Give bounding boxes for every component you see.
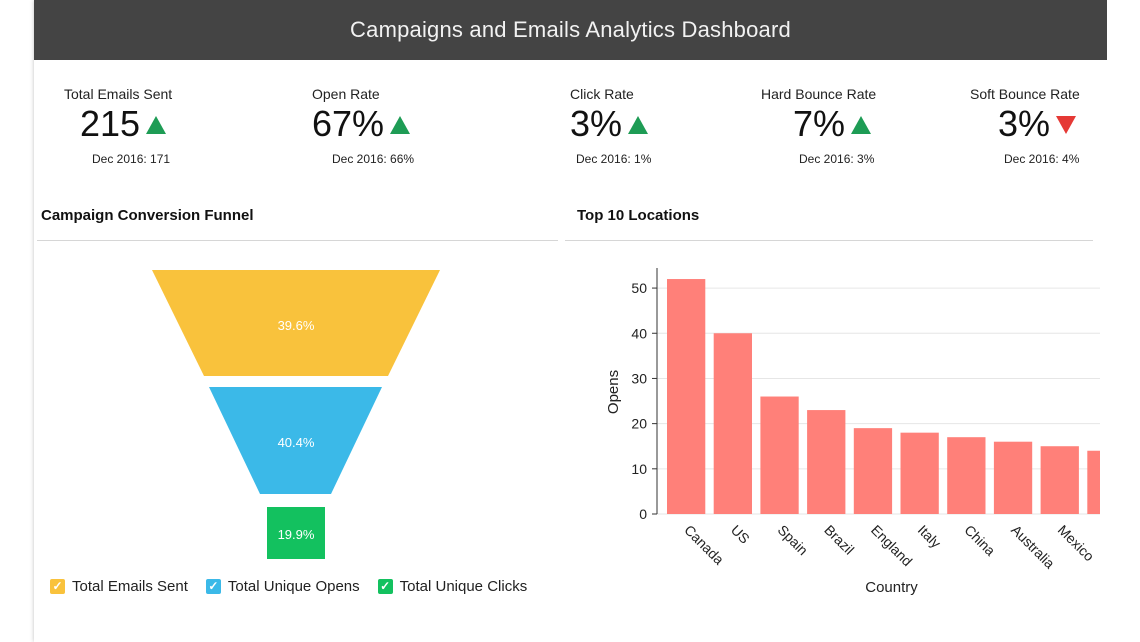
y-tick-label: 0 bbox=[639, 506, 647, 522]
kpi-label: Click Rate bbox=[570, 86, 634, 102]
checkbox-icon[interactable]: ✓ bbox=[377, 579, 393, 594]
bar bbox=[713, 333, 752, 514]
x-tick-label: China bbox=[961, 522, 998, 559]
y-tick-label: 10 bbox=[631, 461, 647, 477]
trend-down-icon bbox=[1056, 116, 1077, 134]
conversion-funnel: 39.6% 40.4% 19.9% bbox=[152, 270, 440, 559]
funnel-stage-label: 39.6% bbox=[278, 318, 315, 333]
y-axis-title: Opens bbox=[605, 370, 622, 414]
bar bbox=[667, 279, 706, 514]
legend-item-unique-opens[interactable]: ✓ Total Unique Opens bbox=[205, 578, 360, 595]
checkbox-icon[interactable]: ✓ bbox=[205, 579, 221, 594]
funnel-legend: ✓ Total Emails Sent ✓ Total Unique Opens… bbox=[50, 578, 527, 595]
kpi-value: 7% bbox=[793, 103, 846, 144]
kpi-hard-bounce-rate: Hard Bounce Rate 7% Dec 2016: 3% bbox=[761, 86, 901, 166]
funnel-title: Campaign Conversion Funnel bbox=[41, 207, 254, 224]
bar bbox=[853, 428, 893, 514]
bar bbox=[900, 432, 939, 514]
x-tick-label: Canada bbox=[681, 522, 727, 568]
top-locations-bar-chart: 0 10 20 30 40 50 Canada US Spain Brazil England Ita… bbox=[605, 268, 1100, 596]
kpi-value: 3% bbox=[570, 103, 623, 144]
page-margin bbox=[1107, 0, 1140, 642]
x-tick-label: Mexico bbox=[1055, 522, 1098, 565]
kpi-previous: Dec 2016: 66% bbox=[332, 152, 415, 166]
dashboard-title: Campaigns and Emails Analytics Dashboard bbox=[350, 17, 791, 42]
locations-divider bbox=[565, 240, 1093, 241]
trend-up-icon bbox=[390, 116, 411, 134]
x-tick-label: Spain bbox=[775, 522, 812, 559]
kpi-previous: Dec 2016: 4% bbox=[1004, 152, 1080, 166]
bar bbox=[947, 437, 986, 514]
y-tick-label: 50 bbox=[631, 280, 647, 296]
dashboard-header: Campaigns and Emails Analytics Dashboard bbox=[34, 0, 1107, 60]
funnel-stage-clicks bbox=[267, 507, 325, 559]
funnel-stage-label: 40.4% bbox=[278, 435, 315, 450]
x-tick-label: Brazil bbox=[821, 522, 857, 558]
legend-label: Total Unique Opens bbox=[227, 578, 360, 595]
x-tick-label: Italy bbox=[915, 522, 944, 551]
dashboard-panel: Campaigns and Emails Analytics Dashboard… bbox=[34, 0, 1107, 642]
bar bbox=[807, 410, 846, 514]
x-axis-title: Country bbox=[865, 579, 918, 596]
x-tick-label: Australia bbox=[1008, 522, 1058, 572]
locations-title: Top 10 Locations bbox=[577, 207, 700, 224]
kpi-previous: Dec 2016: 3% bbox=[799, 152, 875, 166]
legend-label: Total Unique Clicks bbox=[399, 578, 528, 595]
bar bbox=[760, 396, 799, 514]
y-tick-label: 30 bbox=[631, 370, 647, 386]
kpi-previous: Dec 2016: 1% bbox=[576, 152, 652, 166]
legend-label: Total Emails Sent bbox=[72, 578, 188, 595]
bar bbox=[993, 441, 1033, 514]
trend-up-icon bbox=[146, 116, 167, 134]
kpi-label: Open Rate bbox=[312, 86, 380, 102]
y-tick-label: 40 bbox=[631, 325, 647, 341]
trend-up-icon bbox=[628, 116, 649, 134]
kpi-value: 67% bbox=[312, 103, 385, 144]
kpi-value: 3% bbox=[998, 103, 1051, 144]
kpi-previous: Dec 2016: 171 bbox=[92, 152, 171, 166]
bar bbox=[1087, 450, 1100, 514]
funnel-divider bbox=[37, 240, 558, 241]
legend-item-unique-clicks[interactable]: ✓ Total Unique Clicks bbox=[377, 578, 528, 595]
kpi-soft-bounce-rate: Soft Bounce Rate 3% Dec 2016: 4% bbox=[970, 86, 1100, 166]
checkbox-icon[interactable]: ✓ bbox=[50, 579, 65, 594]
kpi-total-emails-sent: Total Emails Sent 215 Dec 2016: 171 bbox=[64, 86, 224, 166]
kpi-label: Total Emails Sent bbox=[64, 86, 173, 102]
x-tick-label: US bbox=[728, 522, 753, 547]
funnel-stage-opens bbox=[209, 387, 382, 494]
bar bbox=[1040, 446, 1079, 514]
funnel-stage-label: 19.9% bbox=[278, 527, 315, 542]
legend-item-emails-sent[interactable]: ✓ Total Emails Sent bbox=[50, 578, 188, 595]
y-tick-label: 20 bbox=[631, 416, 647, 432]
kpi-value: 215 bbox=[80, 103, 141, 144]
kpi-click-rate: Click Rate 3% Dec 2016: 1% bbox=[570, 86, 710, 166]
kpi-open-rate: Open Rate 67% Dec 2016: 66% bbox=[312, 86, 472, 166]
x-tick-label: England bbox=[868, 522, 916, 570]
kpi-label: Soft Bounce Rate bbox=[970, 86, 1080, 102]
kpi-label: Hard Bounce Rate bbox=[761, 86, 877, 102]
trend-up-icon bbox=[851, 116, 872, 134]
funnel-stage-sent bbox=[152, 270, 440, 376]
